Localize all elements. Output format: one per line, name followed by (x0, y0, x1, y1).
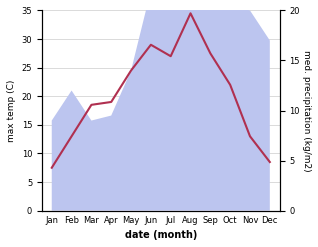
X-axis label: date (month): date (month) (125, 230, 197, 240)
Y-axis label: max temp (C): max temp (C) (7, 79, 16, 142)
Y-axis label: med. precipitation (kg/m2): med. precipitation (kg/m2) (302, 50, 311, 171)
